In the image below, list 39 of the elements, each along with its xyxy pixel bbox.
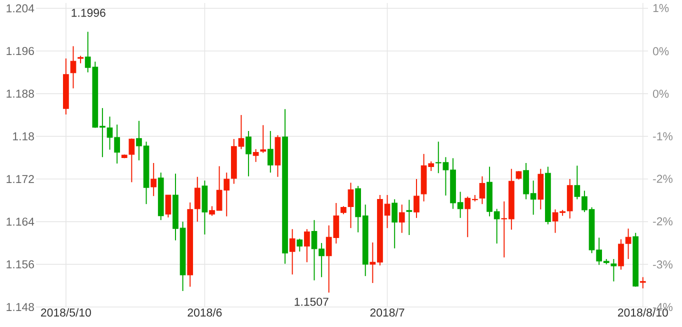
x-tick-label: 2018/5/10 [41,308,91,317]
annotation: 1.1996 [72,8,106,17]
y2-tick-label: 0% [652,47,669,56]
candlestick [414,178,420,218]
candlestick [304,228,310,263]
y2-tick-label: -3% [653,260,673,269]
candlestick [392,198,398,249]
candlestick [70,46,76,89]
annotation: 1.1507 [294,298,328,306]
x-tick-label: 2018/6 [188,308,222,317]
y-tick-label: 1.164 [6,218,34,226]
candlestick [479,176,486,205]
y2-tick-label: 1% [653,4,669,12]
candlestick [610,258,617,282]
x-tick-label: 2018/7 [370,308,404,317]
y-tick-label: 1.156 [6,260,34,268]
y-tick-label: 1.18 [13,132,34,140]
candlestick [640,276,646,289]
y-tick-label: 1.148 [6,302,34,312]
candlestick [289,228,296,275]
y2-tick-label: -2% [653,174,673,183]
y-tick-label: 1.188 [6,90,34,98]
candlestick [260,124,266,154]
y2-tick-label: -2% [653,217,673,226]
candlestick [348,182,354,229]
candlestick [398,204,405,234]
candlestick [246,130,252,177]
y-tick-label: 1.204 [6,4,34,12]
y2-tick-label: -1% [653,132,673,140]
candlestick [296,238,303,252]
candlestick [150,162,157,197]
candlestick [268,130,274,174]
y-tick-label: 1.172 [6,175,34,183]
y2-tick-label: 0% [652,90,669,98]
candlestick [252,148,259,162]
candlestick [165,194,172,218]
candlestick [406,199,412,236]
y-tick-label: 1.196 [6,46,34,56]
candlestick [194,176,200,222]
